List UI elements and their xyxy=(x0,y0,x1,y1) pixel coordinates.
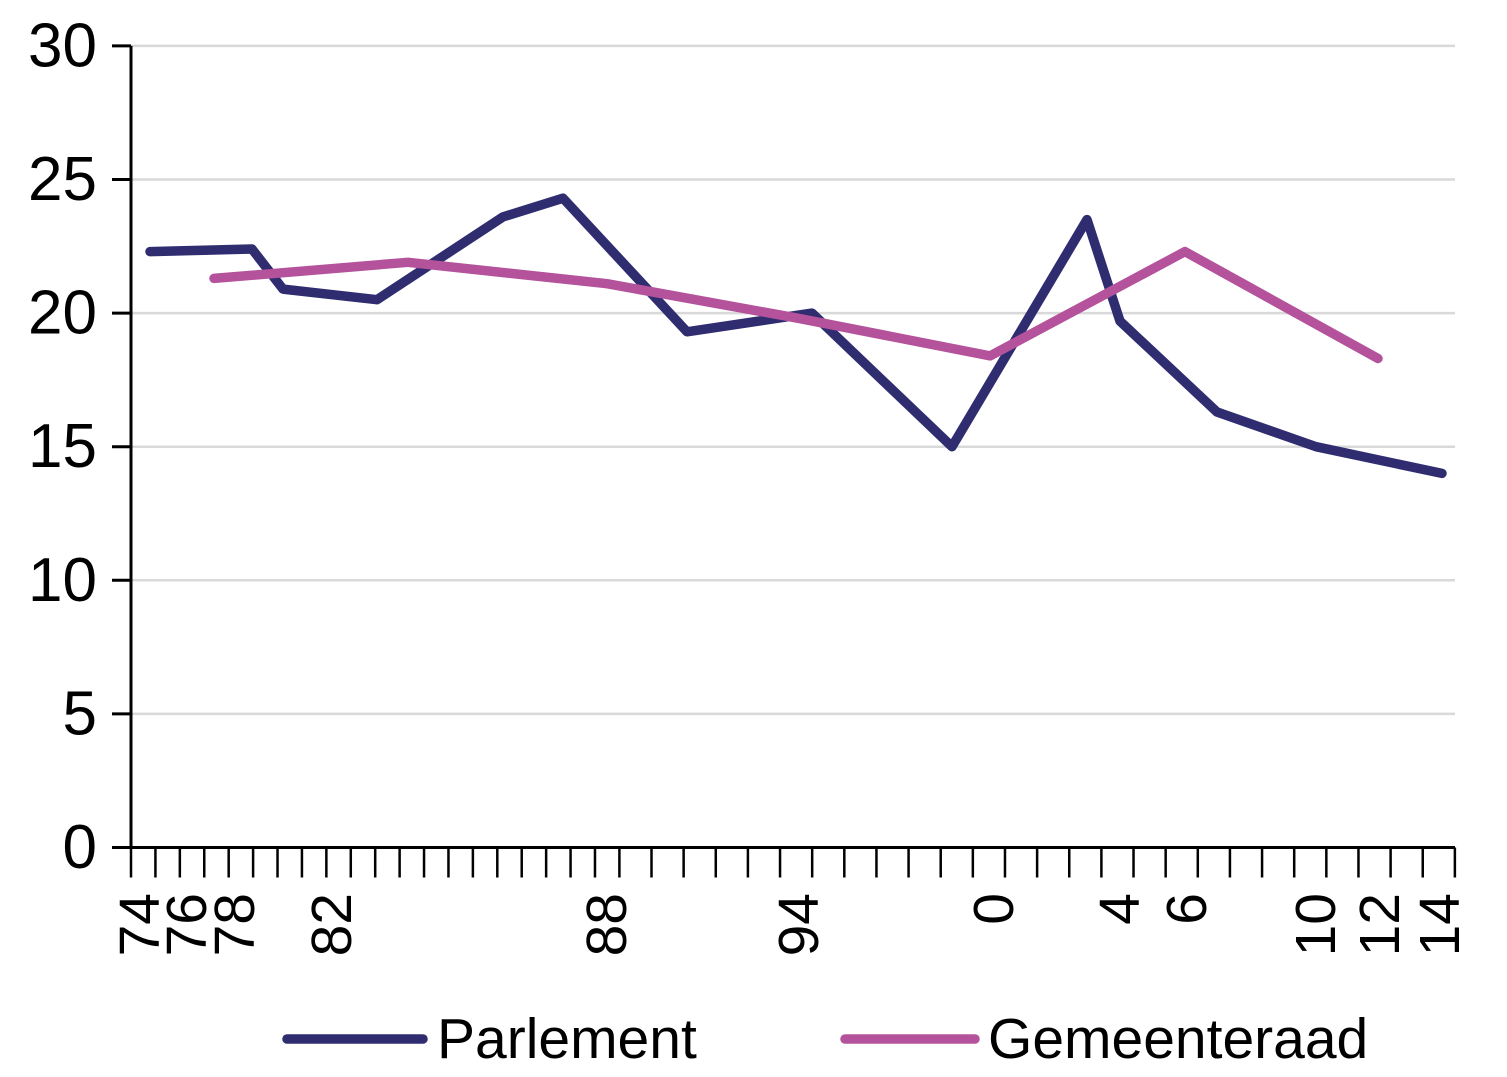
x-tick-label: 0 xyxy=(962,893,1026,925)
gridlines xyxy=(131,44,1455,716)
y-tick-label: 15 xyxy=(28,412,97,481)
x-tick-label: 4 xyxy=(1088,893,1152,925)
series-lines xyxy=(145,193,1447,479)
y-tick-label: 30 xyxy=(28,11,97,80)
x-tick-label: 88 xyxy=(575,893,639,956)
x-tick-label: 10 xyxy=(1284,893,1348,956)
x-tick-label: 6 xyxy=(1155,893,1219,925)
series-line-parlement xyxy=(145,193,1447,479)
legend: Parlement Gemeenteraad xyxy=(282,1007,1368,1071)
x-tick-label: 12 xyxy=(1348,893,1412,956)
y-tick-label: 5 xyxy=(63,679,97,748)
x-tick-label: 74 xyxy=(108,893,172,956)
y-tick-label: 10 xyxy=(28,546,97,615)
series-line-gemeenteraad xyxy=(209,246,1383,364)
legend-label-parlement: Parlement xyxy=(437,1007,697,1071)
y-axis: 0 5 10 15 20 25 30 xyxy=(28,11,131,882)
x-tick-label: 94 xyxy=(767,893,831,956)
x-tick-label: 76 xyxy=(155,893,219,956)
x-tick-label: 82 xyxy=(300,893,364,956)
y-tick-label: 0 xyxy=(63,813,97,882)
x-tick-label: 78 xyxy=(203,893,267,956)
y-tick-label: 20 xyxy=(28,279,97,348)
x-axis-ticks xyxy=(129,847,1457,878)
legend-label-gemeenteraad: Gemeenteraad xyxy=(988,1007,1368,1071)
x-tick-label: 14 xyxy=(1408,893,1472,956)
y-tick-label: 25 xyxy=(28,145,97,214)
